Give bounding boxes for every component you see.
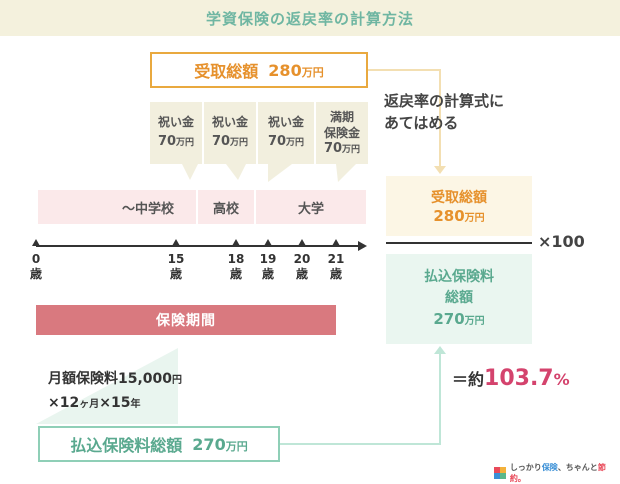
edu-stage-high: 高校 xyxy=(212,201,239,217)
age-tick xyxy=(264,239,272,246)
brand-logo: しっかり保険、ちゃんと節約。 xyxy=(494,462,620,484)
age-tick xyxy=(298,239,306,246)
age-label-15: 15 歳 xyxy=(167,252,185,281)
receive-total-label: 受取総額 xyxy=(194,62,259,81)
monthly-premium: 月額保険料15,000円 ×12ヶ月×15年 xyxy=(48,368,182,416)
result-unit: % xyxy=(553,370,570,389)
payout-label: 祝い金 xyxy=(211,115,248,129)
fraction-line xyxy=(386,242,532,244)
edu-stage-university: 大学 xyxy=(297,201,324,217)
paid-connector xyxy=(280,352,441,445)
result-prefix: ＝約 xyxy=(452,370,485,389)
paid-total-label: 払込保険料総額 xyxy=(70,436,183,455)
monthly-line-1: 月額保険料15,000円 xyxy=(48,371,183,387)
numerator-amount: 280万円 xyxy=(433,207,485,225)
result: ＝約103.7% xyxy=(452,366,570,391)
edu-separator xyxy=(254,190,256,224)
denominator-label-1: 払込保険料 xyxy=(424,268,494,285)
payout-amount: 70万円 xyxy=(157,134,195,149)
age-tick xyxy=(32,239,40,246)
calc-note: 返戻率の計算式に あてはめる xyxy=(384,92,505,132)
timeline-axis xyxy=(36,245,360,247)
insurance-period-bar: 保険期間 xyxy=(36,305,336,335)
numerator-label: 受取総額 xyxy=(431,190,487,206)
page-title: 学資保険の返戻率の計算方法 xyxy=(0,0,620,36)
payout-bubble-2: 祝い金 70万円 xyxy=(204,102,256,164)
edu-stage-junior: 〜中学校 xyxy=(121,201,174,217)
paid-connector-arrow xyxy=(434,346,446,354)
age-tick xyxy=(332,239,340,246)
fraction-denominator: 払込保険料 総額 270万円 xyxy=(386,254,532,344)
multiplier: ×100 xyxy=(538,232,585,251)
payout-label-line1: 満期 xyxy=(329,109,354,124)
fraction-numerator: 受取総額 280万円 xyxy=(386,176,532,236)
denominator-amount: 270万円 xyxy=(433,309,485,328)
age-tick xyxy=(232,239,240,246)
payout-bubble-1: 祝い金 70万円 xyxy=(150,102,202,164)
paid-total-box: 払込保険料総額 270万円 xyxy=(38,426,280,462)
age-label-20: 20 歳 xyxy=(293,252,311,281)
payout-label: 祝い金 xyxy=(267,115,304,129)
denominator-label-2: 総額 xyxy=(445,289,473,306)
title-text: 学資保険の返戻率の計算方法 xyxy=(205,9,414,28)
logo-icon xyxy=(494,467,506,479)
payout-amount: 70万円 xyxy=(323,140,361,156)
payout-label-line2: 保険金 xyxy=(323,125,360,140)
result-value: 103.7 xyxy=(484,366,554,391)
age-label-19: 19 歳 xyxy=(259,252,277,281)
payout-label: 祝い金 xyxy=(157,115,194,129)
age-label-18: 18 歳 xyxy=(227,252,245,281)
insurance-period-label: 保険期間 xyxy=(156,313,216,329)
edu-separator xyxy=(196,190,198,224)
bubble-tail-4 xyxy=(336,164,356,182)
timeline-arrow xyxy=(358,241,367,251)
bubble-tail-2 xyxy=(226,164,246,180)
payout-amount: 70万円 xyxy=(267,134,305,149)
age-label-21: 21 歳 xyxy=(327,252,345,281)
monthly-shadow xyxy=(36,348,178,424)
receive-total-amount: 280万円 xyxy=(268,60,324,80)
age-tick xyxy=(172,239,180,246)
logo-text: しっかり保険、ちゃんと節約。 xyxy=(509,463,606,483)
bubble-tail-3 xyxy=(268,164,292,182)
bubble-tail-1 xyxy=(182,164,198,180)
payout-amount: 70万円 xyxy=(211,134,249,149)
receive-connector xyxy=(368,69,441,168)
education-band xyxy=(38,190,366,224)
receive-connector-arrow xyxy=(434,166,446,174)
payout-bubble-3: 祝い金 70万円 xyxy=(258,102,314,164)
receive-total-box: 受取総額 280万円 xyxy=(150,52,368,88)
monthly-line-2: ×12ヶ月×15年 xyxy=(48,395,141,411)
paid-total-amount: 270万円 xyxy=(192,434,248,454)
payout-bubble-4: 満期 保険金 70万円 xyxy=(316,102,368,164)
